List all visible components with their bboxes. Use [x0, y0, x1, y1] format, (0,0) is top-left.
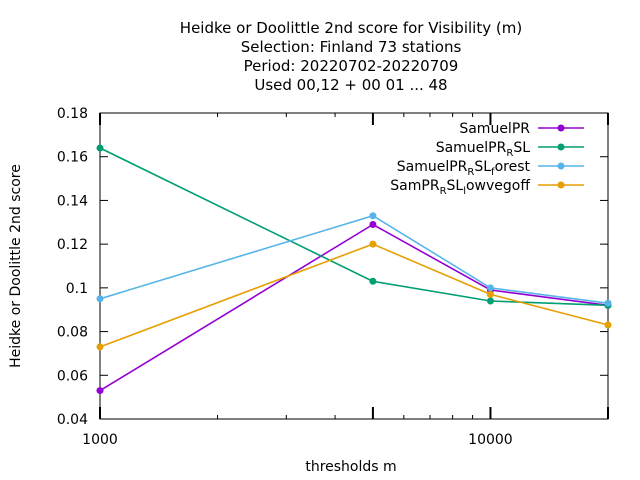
data-point — [369, 240, 377, 248]
data-point — [96, 343, 104, 351]
legend-label: SamuelPRRSLforest — [397, 159, 531, 178]
x-axis-label: thresholds m — [305, 459, 396, 475]
data-point — [369, 220, 377, 228]
legend-label: SamPRRSLlowvegoff — [390, 178, 530, 197]
chart-title: Heidke or Doolittle 2nd score for Visibi… — [180, 19, 522, 94]
data-point — [369, 277, 377, 285]
y-tick-label: 0.1 — [66, 281, 88, 297]
y-tick-label: 0.16 — [57, 150, 88, 166]
series-line — [99, 147, 609, 307]
legend-marker — [557, 124, 565, 132]
data-point — [486, 284, 494, 292]
series-line — [99, 223, 609, 392]
y-tick-label: 0.14 — [57, 193, 88, 209]
title-line: Selection: Finland 73 stations — [241, 38, 462, 56]
legend-marker — [557, 162, 565, 170]
y-tick-label: 0.18 — [57, 106, 88, 122]
data-point — [604, 321, 612, 329]
series-line — [99, 243, 609, 348]
title-line: Used 00,12 + 00 01 ... 48 — [254, 76, 447, 94]
y-axis-label: Heidke or Doolittle 2nd score — [8, 164, 24, 368]
data-point — [369, 212, 377, 220]
series-line — [99, 214, 609, 304]
legend-marker — [557, 143, 565, 151]
y-tick-label: 0.06 — [57, 368, 88, 384]
axes: 0.04 0.06 0.08 0.1 0.12 0.14 0.16 0.18 1000 10000 — [57, 106, 609, 448]
series — [96, 144, 612, 395]
legend-label: SamuelPRRSL — [436, 140, 530, 159]
x-tick-label: 10000 — [468, 432, 513, 448]
y-tick-label: 0.04 — [57, 412, 88, 428]
data-point — [486, 297, 494, 305]
x-tick-label: 1000 — [82, 432, 118, 448]
title-line: Heidke or Doolittle 2nd score for Visibi… — [180, 19, 522, 37]
data-point — [486, 290, 494, 298]
data-point — [96, 295, 104, 303]
title-line: Period: 20220702-20220709 — [244, 57, 459, 75]
data-point — [96, 144, 104, 152]
data-point — [604, 299, 612, 307]
y-tick-label: 0.12 — [57, 237, 88, 253]
y-tick-label: 0.08 — [57, 325, 88, 341]
legend-label: SamuelPR — [459, 121, 530, 137]
plot-frame — [99, 112, 609, 420]
data-point — [96, 387, 104, 395]
legend: SamuelPR SamuelPRRSLSamuelPRRSLforestSamP… — [390, 121, 584, 197]
legend-marker — [557, 181, 565, 189]
